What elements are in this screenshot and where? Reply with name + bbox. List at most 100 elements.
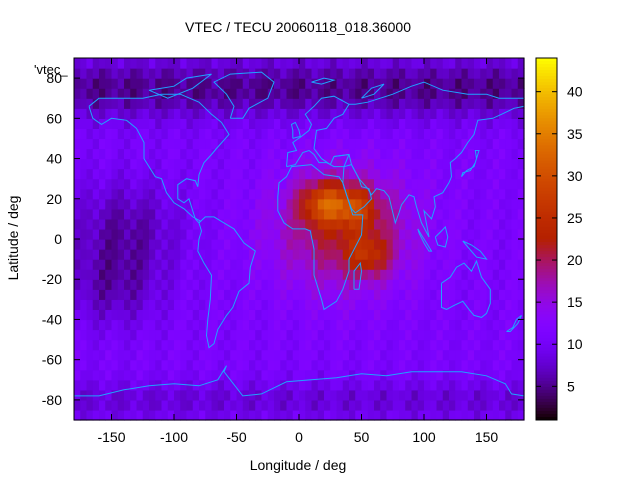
heatmap-cell: [174, 98, 181, 109]
heatmap-cell: [92, 128, 100, 140]
heatmap-cell: [86, 299, 94, 310]
heatmap-cell: [305, 158, 313, 170]
heatmap-cell: [105, 319, 113, 331]
heatmap-cell: [424, 88, 431, 99]
heatmap-cell: [167, 58, 175, 69]
heatmap-cell: [361, 269, 369, 280]
heatmap-cell: [399, 319, 406, 331]
heatmap-cell: [236, 188, 244, 200]
heatmap-cell: [174, 108, 181, 119]
heatmap-cell: [342, 168, 350, 180]
heatmap-cell: [180, 108, 188, 119]
heatmap-cell: [405, 188, 413, 200]
heatmap-cell: [411, 349, 419, 361]
heatmap-cell: [255, 369, 263, 381]
heatmap-cell: [292, 319, 300, 331]
heatmap-cell: [199, 309, 206, 321]
heatmap-cell: [442, 379, 450, 391]
heatmap-cell: [105, 309, 113, 321]
heatmap-cell: [236, 259, 244, 270]
heatmap-cell: [111, 98, 119, 109]
heatmap-cell: [392, 399, 400, 411]
heatmap-cell: [180, 58, 188, 69]
heatmap-cell: [224, 58, 231, 69]
heatmap-cell: [486, 369, 494, 381]
heatmap-cell: [380, 269, 388, 280]
heatmap-cell: [355, 349, 363, 361]
heatmap-cell: [192, 339, 200, 351]
heatmap-cell: [299, 178, 306, 190]
heatmap-cell: [155, 369, 163, 381]
colorbar-segment: [536, 64, 557, 68]
heatmap-cell: [342, 339, 350, 351]
heatmap-cell: [242, 188, 250, 200]
heatmap-cell: [249, 399, 256, 411]
heatmap-cell: [286, 359, 294, 371]
heatmap-cell: [411, 178, 419, 190]
heatmap-cell: [92, 329, 100, 341]
heatmap-cell: [449, 369, 456, 381]
heatmap-cell: [511, 218, 519, 230]
y-tick-label: 20: [46, 191, 62, 207]
heatmap-cell: [99, 228, 106, 240]
heatmap-cell: [480, 379, 488, 391]
heatmap-cell: [161, 409, 169, 421]
heatmap-cell: [392, 329, 400, 341]
heatmap-cell: [224, 239, 231, 250]
heatmap-cell: [111, 168, 119, 180]
heatmap-cell: [149, 178, 156, 190]
heatmap-cell: [136, 329, 144, 341]
heatmap-cell: [167, 339, 175, 351]
heatmap-cell: [392, 88, 400, 99]
heatmap-cell: [186, 98, 194, 109]
heatmap-cell: [317, 198, 325, 210]
heatmap-cell: [274, 339, 281, 351]
heatmap-cell: [380, 108, 388, 119]
heatmap-cell: [117, 309, 125, 321]
heatmap-cell: [292, 228, 300, 240]
heatmap-cell: [149, 239, 156, 250]
coastlines: [74, 71, 525, 397]
heatmap-cell: [511, 188, 519, 200]
heatmap-cell: [399, 239, 406, 250]
heatmap-cell: [242, 299, 250, 310]
heatmap-cell: [361, 319, 369, 331]
heatmap-cell: [499, 269, 506, 280]
heatmap-cell: [211, 198, 219, 210]
heatmap-cell: [80, 269, 88, 280]
heatmap-cell: [492, 249, 500, 260]
heatmap-cell: [142, 279, 150, 290]
heatmap-cell: [392, 289, 400, 300]
heatmap-cell: [336, 389, 344, 401]
heatmap-cell: [149, 208, 156, 220]
y-tick-label: 60: [46, 110, 62, 126]
heatmap-cell: [455, 58, 463, 69]
heatmap-cell: [361, 289, 369, 300]
heatmap-cell: [286, 259, 294, 270]
heatmap-cell: [380, 148, 388, 160]
heatmap-cell: [99, 309, 106, 321]
heatmap-cell: [286, 309, 294, 321]
heatmap-cell: [149, 299, 156, 310]
heatmap-cell: [211, 299, 219, 310]
heatmap-cell: [111, 208, 119, 220]
heatmap-cell: [117, 228, 125, 240]
heatmap-cell: [155, 148, 163, 160]
heatmap-cell: [380, 168, 388, 180]
heatmap-cell: [199, 108, 206, 119]
heatmap-cell: [199, 118, 206, 129]
heatmap-cell: [161, 399, 169, 411]
heatmap-cell: [192, 409, 200, 421]
heatmap-cell: [142, 389, 150, 401]
heatmap-cell: [224, 68, 231, 79]
heatmap-cell: [161, 78, 169, 89]
heatmap-cell: [342, 369, 350, 381]
heatmap-cell: [74, 78, 81, 89]
heatmap-cell: [286, 88, 294, 99]
heatmap-cell: [80, 329, 88, 341]
heatmap-cell: [380, 198, 388, 210]
heatmap-cell: [167, 108, 175, 119]
heatmap-cell: [286, 178, 294, 190]
heatmap-cell: [149, 88, 156, 99]
heatmap-cell: [255, 379, 263, 391]
